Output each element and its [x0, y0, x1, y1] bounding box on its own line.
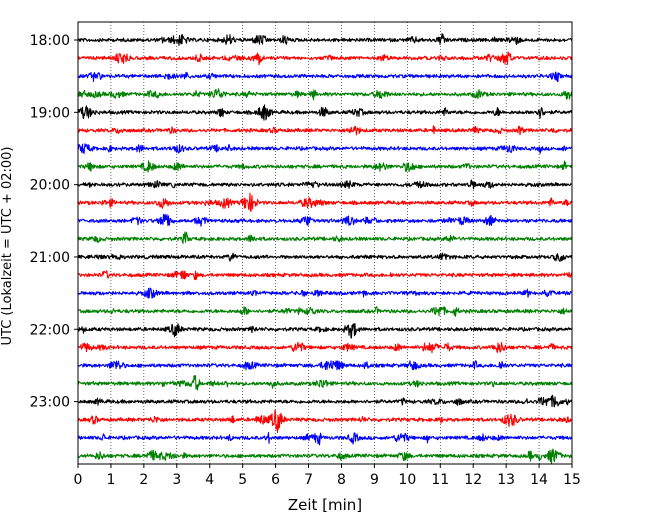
trace-2030	[77, 213, 573, 227]
trace-1930	[77, 143, 573, 155]
x-tick-label: 13	[497, 472, 515, 488]
y-tick-label: 19:00	[30, 105, 70, 121]
trace-2015	[77, 192, 573, 212]
trace-2130	[77, 287, 573, 299]
x-tick-label: 10	[398, 472, 416, 488]
x-tick-label: 11	[431, 472, 449, 488]
x-tick-label: 12	[464, 472, 482, 488]
trace-2200	[77, 323, 573, 339]
trace-2145	[77, 306, 573, 317]
x-tick-label: 15	[563, 472, 581, 488]
trace-2045	[77, 231, 573, 244]
trace-1815	[77, 51, 573, 66]
y-tick-label: 18:00	[30, 33, 70, 49]
trace-2330	[77, 431, 573, 446]
trace-2000	[77, 179, 573, 190]
y-tick-label: 20:00	[30, 178, 70, 194]
x-tick-label: 8	[337, 472, 346, 488]
axes-frame	[77, 21, 573, 465]
trace-1845	[77, 88, 573, 101]
x-axis-label: Zeit [min]	[288, 496, 362, 514]
x-tick-label: 2	[139, 472, 148, 488]
y-axis: 18:00 19:00 20:00 21:00 22:00 23:00	[30, 33, 78, 411]
x-tick-label: 5	[238, 472, 247, 488]
trace-2245	[77, 375, 573, 391]
x-tick-label: 4	[205, 472, 214, 488]
x-tick-label: 6	[271, 472, 280, 488]
x-tick-label: 0	[74, 472, 83, 488]
trace-1830	[77, 71, 573, 83]
y-tick-label: 22:00	[30, 322, 70, 338]
trace-2300	[77, 394, 573, 408]
trace-1800	[77, 33, 573, 46]
trace-2315	[77, 409, 573, 434]
y-axis-label: UTC (Lokalzeit = UTC + 02:00)	[0, 147, 15, 346]
x-tick-label: 7	[304, 472, 313, 488]
trace-2345	[77, 448, 573, 464]
y-tick-label: 21:00	[30, 250, 70, 266]
grid	[110, 22, 540, 464]
traces	[77, 33, 573, 464]
y-tick-label: 23:00	[30, 395, 70, 411]
x-tick-label: 3	[172, 472, 181, 488]
x-tick-label: 14	[530, 472, 548, 488]
trace-2100	[77, 252, 573, 263]
trace-1945	[77, 160, 573, 173]
trace-2215	[77, 341, 573, 354]
x-tick-label: 1	[106, 472, 115, 488]
trace-2230	[77, 360, 573, 371]
trace-2115	[77, 270, 573, 281]
x-tick-label: 9	[370, 472, 379, 488]
trace-1915	[77, 125, 573, 136]
trace-1900	[77, 104, 573, 121]
x-axis: 0 1 2 3 4 5 6 7 8 9 10 11 12 13 14 15	[74, 464, 581, 488]
